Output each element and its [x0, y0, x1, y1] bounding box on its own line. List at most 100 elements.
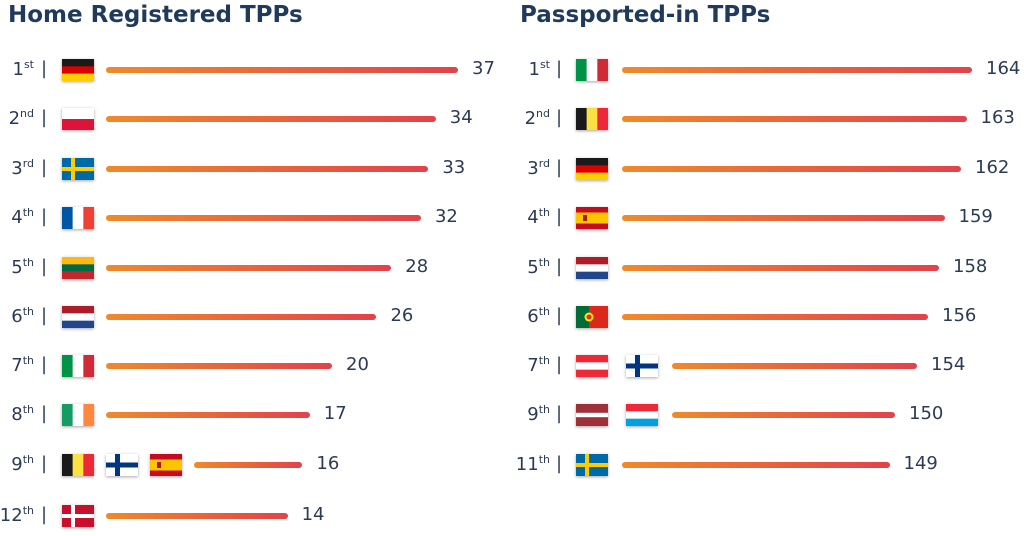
value-label: 159	[958, 206, 993, 227]
rank-suffix: th	[22, 403, 34, 416]
chart-row: 7th | 20	[0, 351, 512, 381]
rank-label: 11th	[516, 453, 550, 475]
rank-suffix: st	[23, 58, 34, 71]
value-label: 14	[301, 504, 325, 525]
bar	[622, 265, 939, 271]
rank-suffix: th	[22, 305, 34, 318]
rank-number: 1	[12, 59, 24, 80]
rank-separator: |	[556, 354, 563, 375]
value-label: 26	[390, 305, 414, 326]
rank-number: 4	[11, 207, 23, 228]
bar	[672, 412, 895, 418]
flag-spain-icon	[150, 454, 182, 476]
chart-row: 6th | 156	[512, 302, 1024, 332]
chart-row: 6th | 26	[0, 302, 512, 332]
rank-suffix: st	[539, 58, 550, 71]
rank-number: 3	[11, 158, 23, 179]
rank-number: 4	[527, 207, 539, 228]
rank-number: 8	[11, 404, 23, 425]
bar	[106, 116, 436, 122]
chart-row: 9th | 150	[512, 400, 1024, 430]
value-label: 150	[909, 403, 944, 424]
chart-row: 11th | 149	[512, 450, 1024, 480]
flag-lithuania-icon	[62, 257, 94, 279]
bar	[622, 166, 961, 172]
rank-separator: |	[41, 504, 48, 525]
flag-spain-icon	[576, 207, 608, 229]
rank-separator: |	[556, 107, 563, 128]
flag-germany-icon	[576, 158, 608, 180]
rank-label: 9th	[11, 453, 34, 475]
rank-suffix: th	[22, 206, 34, 219]
flag-sweden-icon	[62, 158, 94, 180]
rank-separator: |	[556, 453, 563, 474]
bar	[106, 67, 458, 73]
rank-suffix: nd	[20, 107, 34, 120]
rank-label: 9th	[527, 403, 550, 425]
rank-label: 1st	[13, 58, 35, 80]
value-label: 33	[442, 157, 466, 178]
bar	[622, 462, 890, 468]
rank-suffix: th	[538, 206, 550, 219]
rank-number: 7	[527, 355, 539, 376]
rank-label: 3rd	[11, 157, 34, 179]
rank-suffix: th	[22, 504, 34, 517]
rank-label: 12th	[0, 504, 34, 526]
rank-separator: |	[41, 256, 48, 277]
rank-suffix: rd	[538, 157, 550, 170]
value-label: 20	[346, 354, 369, 375]
chart-row: 4th | 159	[512, 203, 1024, 233]
rank-suffix: th	[538, 305, 550, 318]
rank-separator: |	[41, 107, 48, 128]
chart-row: 9th | 16	[0, 450, 512, 480]
flag-netherlands-icon	[576, 257, 608, 279]
rank-label: 6th	[527, 305, 550, 327]
rank-number: 9	[11, 454, 23, 475]
rank-label: 4th	[11, 206, 34, 228]
bar	[622, 116, 967, 122]
chart-row: 8th | 17	[0, 400, 512, 430]
rank-suffix: th	[22, 453, 34, 466]
bar	[622, 67, 972, 73]
chart-row: 5th | 28	[0, 253, 512, 283]
chart-title: Passported-in TPPs	[520, 2, 771, 28]
chart-row: 7th | 154	[512, 351, 1024, 381]
rank-label: 7th	[527, 354, 550, 376]
rank-suffix: th	[538, 403, 550, 416]
rank-label: 7th	[11, 354, 34, 376]
rank-separator: |	[556, 58, 563, 79]
bar	[106, 363, 333, 369]
rank-label: 5th	[527, 256, 550, 278]
rank-separator: |	[41, 453, 48, 474]
bar	[106, 166, 429, 172]
rank-number: 2	[524, 108, 537, 129]
flag-belgium-icon	[62, 454, 94, 476]
flag-belgium-icon	[576, 108, 608, 130]
chart-title: Home Registered TPPs	[8, 2, 303, 28]
passported-in-chart: Passported-in TPPs 1st | 164 2nd | 163 3rd | 162…	[512, 0, 1024, 536]
rank-separator: |	[556, 403, 563, 424]
rank-number: 1	[528, 59, 540, 80]
flag-italy-icon	[62, 355, 94, 377]
rank-separator: |	[41, 157, 48, 178]
value-label: 28	[405, 256, 429, 277]
flag-italy-icon	[576, 59, 608, 81]
value-label: 37	[472, 58, 495, 79]
rank-separator: |	[41, 58, 48, 79]
rank-number: 6	[11, 306, 23, 327]
chart-row: 1st | 37	[0, 55, 512, 85]
rank-label: 8th	[11, 403, 34, 425]
rank-separator: |	[41, 354, 48, 375]
flag-finland-icon	[626, 355, 658, 377]
rank-number: 7	[11, 355, 23, 376]
value-label: 16	[316, 453, 340, 474]
chart-row: 4th | 32	[0, 203, 512, 233]
bar	[106, 513, 288, 519]
chart-row: 5th | 158	[512, 253, 1024, 283]
bar	[622, 215, 945, 221]
rank-label: 5th	[11, 256, 34, 278]
rank-separator: |	[41, 305, 48, 326]
rank-suffix: th	[538, 256, 550, 269]
rank-number: 3	[527, 158, 539, 179]
rank-separator: |	[556, 305, 563, 326]
